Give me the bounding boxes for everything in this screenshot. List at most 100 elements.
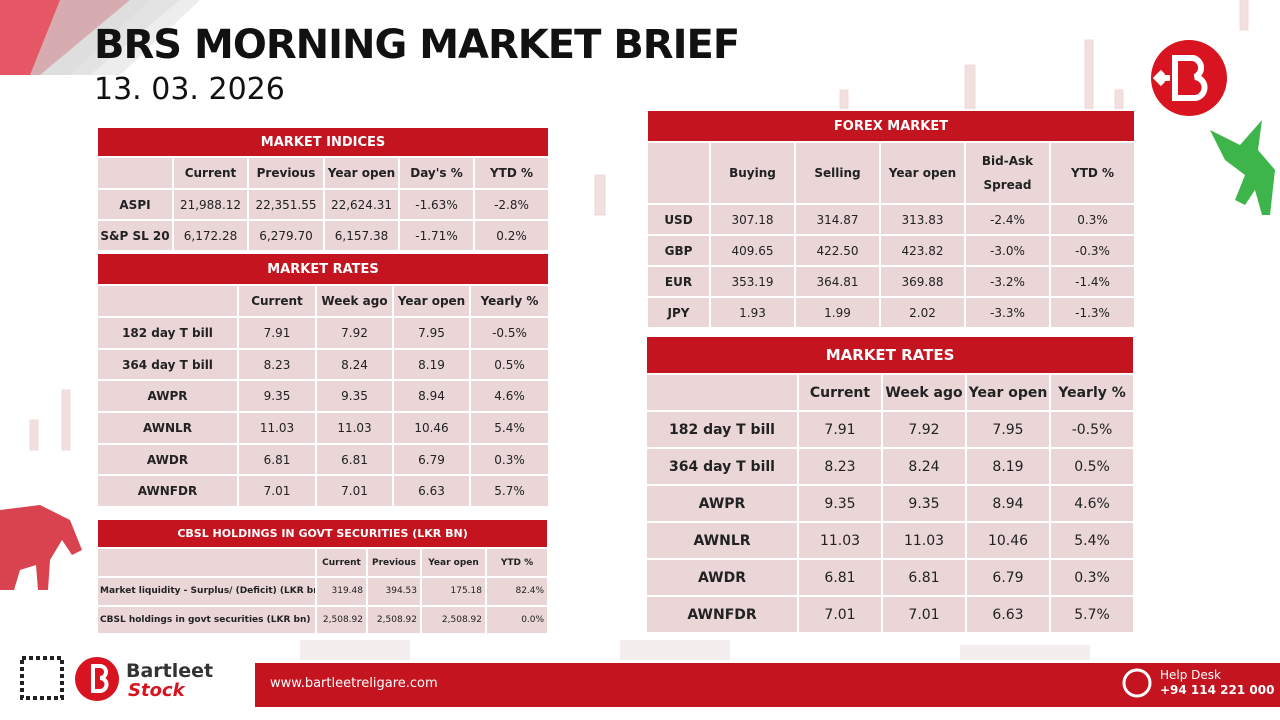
cell: 5.7%: [1048, 595, 1136, 634]
cell: 7.92: [315, 316, 394, 350]
row-label: S&P SL 20: [96, 219, 174, 252]
cell: -3.3%: [964, 296, 1051, 329]
cell: 5.4%: [1048, 521, 1136, 560]
row: AWNFDR 7.01 7.01 6.63 5.7%: [645, 595, 1136, 634]
cell: 7.01: [237, 474, 317, 509]
cell: -0.5%: [1048, 410, 1136, 449]
cell: -3.2%: [964, 265, 1051, 298]
cell: -1.3%: [1048, 296, 1137, 329]
table: MARKET INDICES Current Previous Year open Da…: [95, 126, 551, 252]
row: AWNLR 11.03 11.03 10.46 5.4%: [96, 411, 551, 445]
column-header: Current: [172, 156, 249, 190]
cell: 307.18: [709, 203, 796, 236]
brand: Bartleet: [126, 660, 214, 682]
cell: 9.35: [237, 379, 317, 414]
column-header: Year open: [323, 156, 400, 190]
cell: 0.3%: [1048, 558, 1136, 597]
column-header: Week ago: [881, 373, 967, 412]
row: USD 307.18 314.87 313.83 -2.4% 0.3%: [646, 203, 1137, 236]
cell: 7.01: [797, 595, 883, 634]
column-header: Year open: [420, 547, 487, 578]
cell: 0.0%: [484, 604, 550, 635]
row-label: 182 day T bill: [96, 316, 239, 350]
row: AWNFDR 7.01 7.01 6.63 5.7%: [96, 474, 551, 509]
cell: 22,351.55: [247, 188, 325, 221]
cell: 9.35: [797, 484, 883, 523]
cell: 175.18: [420, 576, 487, 607]
cell: 409.65: [709, 234, 796, 267]
column-header: YTD %: [1048, 141, 1137, 205]
row-label: AWNFDR: [96, 474, 239, 509]
row: 182 day T bill 7.91 7.92 7.95 -0.5%: [96, 316, 551, 350]
row: 182 day T bill 7.91 7.92 7.95 -0.5%: [645, 410, 1136, 449]
cell: -1.63%: [398, 188, 475, 221]
cell: 0.2%: [472, 219, 551, 252]
blank-cell: [645, 373, 799, 412]
table-title: MARKET RATES: [644, 335, 1136, 375]
blank-cell: [646, 141, 711, 205]
cell: 353.19: [709, 265, 796, 298]
brand-sub: Stock: [128, 680, 185, 701]
row: S&P SL 20 6,172.28 6,279.70 6,157.38 -1.71% 0…: [96, 219, 551, 252]
cell: 0.3%: [468, 442, 551, 477]
row: 364 day T bill 8.23 8.24 8.19 0.5%: [96, 347, 551, 382]
cell: 8.23: [797, 447, 883, 486]
cell: 8.19: [965, 447, 1051, 486]
cell: 82.4%: [484, 576, 550, 607]
row-label: USD: [646, 203, 711, 236]
cell: 8.24: [881, 447, 967, 486]
row-label: AWPR: [96, 379, 239, 414]
column-header: YTD %: [484, 547, 550, 578]
cell: 8.94: [392, 379, 471, 414]
cell: 5.4%: [468, 411, 551, 445]
table-title: CBSL HOLDINGS IN GOVT SECURITIES (LKR BN…: [95, 518, 550, 549]
column-header: Previous: [366, 547, 422, 578]
column-header: Current: [315, 547, 368, 578]
row: AWDR 6.81 6.81 6.79 0.3%: [96, 442, 551, 477]
cell: 7.01: [315, 474, 394, 509]
cell: 8.19: [392, 347, 471, 382]
cell: 10.46: [392, 411, 471, 445]
row: ASPI 21,988.12 22,351.55 22,624.31 -1.63% -2.…: [96, 188, 551, 221]
cell: 7.92: [881, 410, 967, 449]
cell: -2.4%: [964, 203, 1051, 236]
website[interactable]: www.bartleetreligare.com: [270, 676, 438, 691]
column-header: Yearly %: [1048, 373, 1136, 412]
row-label: AWNLR: [645, 521, 799, 560]
column-header: Week ago: [315, 284, 394, 318]
cell: 6,172.28: [172, 219, 249, 252]
row-label: JPY: [646, 296, 711, 329]
table: MARKET RATES Current Week ago Year open Year…: [644, 335, 1136, 634]
header-row: Current Previous Year open YTD %: [96, 547, 550, 578]
row-label: AWDR: [645, 558, 799, 597]
cell: 7.95: [392, 316, 471, 350]
column-header: Year open: [965, 373, 1051, 412]
cell: -3.0%: [964, 234, 1051, 267]
row-label: AWNLR: [96, 411, 239, 445]
title-row: MARKET RATES: [95, 252, 551, 286]
cell: -0.5%: [468, 316, 551, 350]
cell: 394.53: [366, 576, 422, 607]
cell: 7.91: [237, 316, 317, 350]
table: FOREX MARKET Buying Selling Year open Bid-As…: [645, 109, 1137, 329]
cell: 4.6%: [1048, 484, 1136, 523]
column-header: Previous: [247, 156, 325, 190]
cell: 6.63: [965, 595, 1051, 634]
help-phone: +94 114 221 000: [1160, 683, 1275, 697]
cell: 423.82: [879, 234, 966, 267]
row: AWPR 9.35 9.35 8.94 4.6%: [96, 379, 551, 414]
date: 13. 03. 2026: [94, 72, 285, 107]
cell: 9.35: [315, 379, 394, 414]
column-header: Bid-Ask Spread: [964, 141, 1051, 205]
title-row: MARKET RATES: [644, 335, 1136, 375]
row: EUR 353.19 364.81 369.88 -3.2% -1.4%: [646, 265, 1137, 298]
table-title: MARKET INDICES: [95, 126, 551, 158]
row-label: AWNFDR: [645, 595, 799, 634]
cell: -2.8%: [472, 188, 551, 221]
blank-cell: [96, 156, 174, 190]
row: Market liquidity - Surplus/ (Deficit) (L…: [96, 576, 550, 607]
title-row: FOREX MARKET: [645, 109, 1137, 143]
table: CBSL HOLDINGS IN GOVT SECURITIES (LKR BN…: [95, 518, 550, 635]
cell: 9.35: [881, 484, 967, 523]
cell: 11.03: [237, 411, 317, 445]
